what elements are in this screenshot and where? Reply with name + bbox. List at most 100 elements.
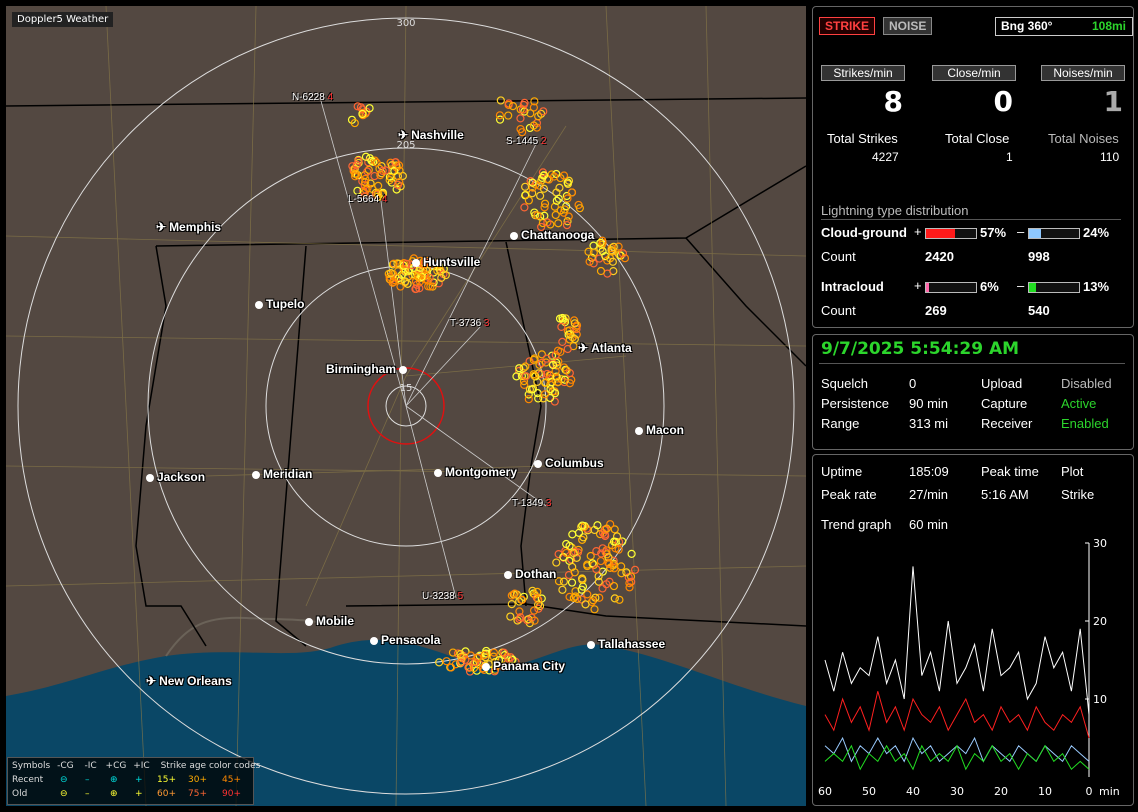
strike-symbol [630, 565, 640, 574]
divider [821, 219, 1121, 220]
strike-symbol [583, 590, 592, 599]
strike-symbol [604, 558, 613, 567]
strike-symbol [393, 267, 403, 276]
neg-ic-icon: – [85, 775, 90, 785]
total-close-value: 1 [1006, 150, 1013, 164]
strike-symbol [554, 577, 564, 586]
squelch-value: 0 [909, 376, 917, 391]
strike-symbol [396, 282, 405, 291]
strike-symbol [578, 521, 587, 530]
strike-symbol [361, 152, 371, 161]
strike-symbol [584, 247, 593, 256]
strike-symbol [540, 199, 550, 208]
x-tick-label: 0 [1086, 785, 1093, 798]
strike-symbol [402, 259, 411, 268]
strike-symbol [552, 558, 561, 567]
strike-symbol [590, 605, 599, 614]
radar-map[interactable]: 300 205 15 Doppler5 Weather N-6228 4 S-1… [6, 6, 806, 806]
strike-button[interactable]: STRIKE [819, 17, 876, 35]
strike-symbol [554, 219, 563, 228]
storm-tag[interactable]: S-1445 2 [506, 136, 547, 147]
strike-symbol [541, 378, 550, 388]
x-tick-label: 40 [906, 785, 920, 798]
strike-symbol [367, 156, 376, 165]
strike-symbol [562, 366, 571, 375]
distribution-title: Lightning type distribution [821, 203, 969, 218]
strike-symbol [420, 258, 430, 267]
pos-ic-icon: + [135, 789, 143, 799]
noise-button[interactable]: NOISE [883, 17, 933, 35]
strike-symbol [496, 96, 505, 105]
strike-symbol [526, 177, 535, 186]
strike-symbol [394, 161, 404, 170]
strike-symbol [565, 541, 574, 551]
storm-tag[interactable]: U-3238 5 [422, 591, 463, 602]
strike-symbol [537, 222, 546, 232]
strike-symbol [608, 247, 617, 256]
ic-label: Intracloud [821, 279, 884, 294]
range-label-mid: 205 [396, 140, 415, 151]
strike-symbol [558, 585, 567, 594]
pos-cg-icon: ⊕ [110, 775, 118, 785]
strike-symbol [563, 217, 572, 226]
noises-per-min-label[interactable]: Noises/min [1041, 65, 1125, 81]
strike-symbol [392, 185, 401, 194]
storm-tag[interactable]: N-6228 4 [292, 92, 333, 103]
close-per-min-label[interactable]: Close/min [932, 65, 1016, 81]
strike-symbol [559, 171, 569, 180]
strike-symbol [448, 648, 458, 657]
range-label-outer: 300 [396, 18, 415, 29]
storm-tag[interactable]: T-3736 3 [450, 318, 489, 329]
storm-id: T-3736 [450, 318, 482, 329]
city-dot-icon [482, 662, 490, 671]
strike-symbol [518, 105, 528, 114]
storm-tag[interactable]: L-5664 4 [348, 194, 387, 205]
y-tick-label: 30 [1093, 537, 1107, 550]
strike-symbol [361, 178, 370, 187]
strike-symbol [528, 178, 537, 187]
strike-symbol [534, 112, 543, 121]
plot-value[interactable]: Strike [1061, 487, 1095, 502]
strike-symbol [389, 277, 398, 286]
city-dot-icon [255, 300, 263, 309]
peak-time-value: 5:16 AM [981, 487, 1029, 502]
strike-symbol [515, 364, 524, 373]
strike-symbol [504, 99, 513, 108]
strike-symbol [557, 322, 566, 331]
cg-negative-pct: 24% [1083, 225, 1110, 240]
strike-symbol [361, 192, 370, 201]
strike-symbol [540, 203, 549, 212]
city-meridian: Meridian [252, 467, 312, 481]
strike-symbol [552, 169, 561, 179]
strike-symbol [413, 272, 422, 281]
trend-graph-value: 60 min [909, 517, 949, 532]
storm-tag[interactable]: T-1349 3 [512, 498, 551, 509]
strike-symbol [494, 656, 504, 665]
strike-symbol [365, 104, 374, 113]
strike-symbol [390, 166, 399, 175]
x-tick-label: 50 [862, 785, 876, 798]
peak-rate-label: Peak rate [821, 487, 877, 502]
strike-symbol [563, 344, 572, 354]
city-dot-icon [305, 617, 313, 626]
strike-symbol [490, 667, 499, 676]
strike-symbol [609, 581, 619, 591]
strike-symbol [521, 372, 531, 381]
x-tick-label: 10 [1038, 785, 1052, 798]
peak-rate-value: 27/min [909, 487, 949, 502]
strike-symbol [605, 559, 614, 569]
strike-symbol [351, 169, 360, 178]
strike-symbol [524, 196, 533, 205]
strike-symbol [592, 565, 601, 574]
strikes-per-min-label[interactable]: Strikes/min [821, 65, 905, 81]
strike-symbol [624, 573, 633, 582]
city-new-orleans: ✈ New Orleans [146, 674, 232, 688]
strike-symbol [573, 594, 582, 603]
city-atlanta: ✈ Atlanta [578, 341, 632, 355]
strike-symbol [596, 556, 605, 566]
strike-symbol [627, 549, 636, 558]
strike-symbol [436, 267, 445, 276]
strike-symbol [527, 385, 537, 394]
strike-symbol [563, 178, 572, 187]
airplane-icon: ✈ [146, 674, 157, 688]
